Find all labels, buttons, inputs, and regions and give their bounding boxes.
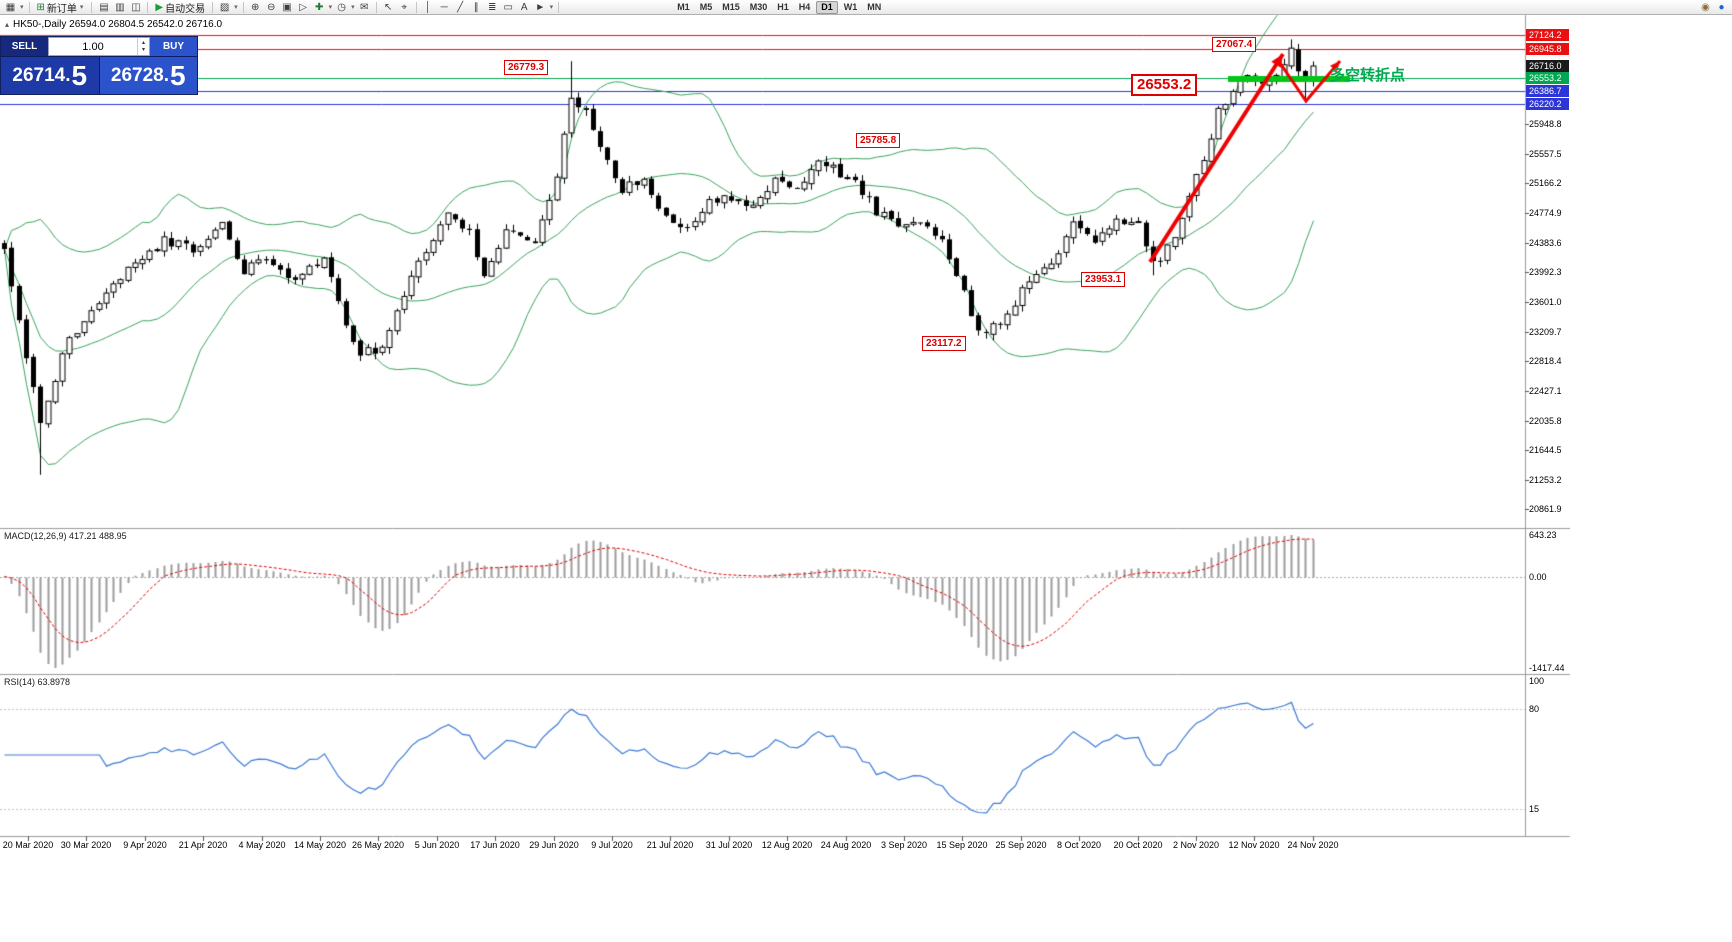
macd-label: MACD(12,26,9) 417.21 488.95 xyxy=(4,531,127,541)
toolbar-separator xyxy=(558,1,560,13)
fibonacci-icon[interactable]: ≣ xyxy=(485,1,500,14)
volume-control: ▴▾ xyxy=(48,37,150,56)
profiles-icon[interactable]: ▨ xyxy=(217,1,232,14)
toolbar: ▦ ▾ ⊞ 新订单 ▾ ▤ ▥ ◫ ▶ 自动交易 ▨ ▾ ⊕ ⊖ ▣ ▷ ✚ ▾ ◷ ▾ ✉ ↖ ⌖ │ ─ ╱ ∥ ≣ ▭ A ► ▾ M1 M… xyxy=(0,0,1732,15)
buy-price[interactable]: 26728. 5 xyxy=(99,57,197,94)
chart-ohlc-text: HK50-,Daily 26594.0 26804.5 26542.0 2671… xyxy=(13,19,223,30)
arrows-icon[interactable]: ► xyxy=(533,1,548,14)
trendline-icon-glyph: ╱ xyxy=(457,1,464,13)
chart-ohlc-header: ▴ HK50-,Daily 26594.0 26804.5 26542.0 26… xyxy=(5,19,222,30)
templates-icon[interactable]: ✉ xyxy=(357,1,372,14)
navigator-icon[interactable]: ◫ xyxy=(128,1,143,14)
timeframe-m30-button[interactable]: M30 xyxy=(749,2,768,12)
indicators-dropdown-icon[interactable]: ▾ xyxy=(328,4,333,11)
community-icon[interactable]: ● xyxy=(1718,1,1725,13)
toolbar-separator xyxy=(212,1,214,13)
new-order-glyph: ⊞ xyxy=(36,1,45,13)
toolbar-separator xyxy=(91,1,93,13)
buy-price-main: 26728. xyxy=(110,64,170,86)
cursor-icon[interactable]: ↖ xyxy=(381,1,396,14)
timeframe-d1-button[interactable]: D1 xyxy=(816,0,838,14)
fibonacci-icon-glyph: ≣ xyxy=(487,1,497,13)
auto-trading-glyph: ▶ xyxy=(155,1,164,13)
text-label-icon[interactable]: A xyxy=(517,1,532,14)
buy-button[interactable]: BUY xyxy=(150,37,197,56)
timeframe-m15-button[interactable]: M15 xyxy=(722,2,740,12)
zoom-in-icon-glyph: ⊕ xyxy=(250,1,260,13)
navigator-icon-glyph: ◫ xyxy=(131,1,141,13)
market-watch-icon[interactable]: ▤ xyxy=(96,1,111,14)
timeframe-h1-button[interactable]: H1 xyxy=(777,2,789,12)
market-watch-icon-glyph: ▤ xyxy=(99,1,109,13)
data-window-icon-glyph: ▥ xyxy=(115,1,125,13)
periods-dropdown-icon[interactable]: ▾ xyxy=(351,4,355,11)
sell-price-big-digit: 5 xyxy=(71,59,88,91)
indicators-icon-glyph: ✚ xyxy=(314,1,324,13)
chart-window-icon[interactable]: ▦ xyxy=(3,1,18,14)
auto-scroll-icon-glyph: ▷ xyxy=(299,1,307,13)
chart-window-icon-glyph: ▦ xyxy=(5,1,16,13)
sell-price[interactable]: 26714. 5 xyxy=(1,57,100,94)
toolbar-separator xyxy=(28,1,30,13)
timeframe-mn-button[interactable]: MN xyxy=(867,2,882,12)
window-dropdown-icon[interactable]: ▾ xyxy=(20,4,24,11)
new-order-button-label: 新订单 xyxy=(46,3,77,15)
zoom-out-icon[interactable]: ⊖ xyxy=(264,1,279,14)
timeframe-m1-button[interactable]: M1 xyxy=(677,2,690,12)
arrows-icon-glyph: ► xyxy=(535,1,546,13)
volume-spinner[interactable]: ▴ ▾ xyxy=(137,38,149,55)
templates-icon-glyph: ✉ xyxy=(359,1,369,13)
arrows-dropdown-icon[interactable]: ▾ xyxy=(549,4,554,11)
new-order-button[interactable]: ⊞ 新订单 ▾ xyxy=(34,1,88,15)
auto-trading-button[interactable]: ▶ 自动交易 xyxy=(152,1,208,15)
vertical-line-icon-glyph: │ xyxy=(425,1,432,13)
buy-price-big-digit: 5 xyxy=(170,59,186,91)
timeframe-toolbar: M1 M5 M15 M30 H1 H4 D1 W1 MN xyxy=(673,0,885,14)
equidistant-channel-icon-glyph: ∥ xyxy=(473,1,479,13)
horizontal-line-icon[interactable]: ─ xyxy=(437,1,452,14)
auto-scroll-icon[interactable]: ▷ xyxy=(296,1,311,14)
sell-button[interactable]: SELL xyxy=(1,37,48,56)
zoom-out-icon-glyph: ⊖ xyxy=(266,1,276,13)
zoom-in-icon[interactable]: ⊕ xyxy=(248,1,263,14)
spinner-up-icon[interactable]: ▴ xyxy=(141,39,145,46)
toolbar-separator xyxy=(242,1,244,13)
text-label-icon-glyph: A xyxy=(520,1,528,13)
rsi-panel-divider[interactable] xyxy=(0,672,1570,676)
periods-icon-glyph: ◷ xyxy=(337,1,347,13)
new-order-button-dropdown-icon[interactable]: ▾ xyxy=(79,4,84,11)
shapes-icon-glyph: ▭ xyxy=(503,1,513,13)
timeframe-h4-button[interactable]: H4 xyxy=(798,2,811,12)
shapes-icon[interactable]: ▭ xyxy=(501,1,516,14)
sell-price-main: 26714. xyxy=(12,64,71,86)
volume-input[interactable] xyxy=(49,38,137,55)
profiles-icon-glyph: ▨ xyxy=(219,1,230,13)
rsi-label: RSI(14) 63.8978 xyxy=(4,677,71,687)
equidistant-channel-icon[interactable]: ∥ xyxy=(469,1,484,14)
timeframe-m5-button[interactable]: M5 xyxy=(699,2,713,12)
profiles-dropdown-icon[interactable]: ▾ xyxy=(234,4,238,11)
toolbar-separator xyxy=(375,1,377,13)
tile-windows-icon[interactable]: ▣ xyxy=(280,1,295,14)
macd-panel-divider[interactable] xyxy=(0,526,1570,530)
toolbar-separator xyxy=(147,1,149,13)
spinner-down-icon[interactable]: ▾ xyxy=(141,46,145,53)
indicators-icon[interactable]: ✚ xyxy=(312,1,327,14)
collapse-panel-icon[interactable]: ▴ xyxy=(5,20,10,29)
alerts-icon[interactable]: ◉ xyxy=(1701,1,1710,13)
crosshair-icon-glyph: ⌖ xyxy=(401,1,407,13)
timeframe-w1-button[interactable]: W1 xyxy=(843,2,858,12)
crosshair-icon[interactable]: ⌖ xyxy=(397,1,412,14)
trendline-icon[interactable]: ╱ xyxy=(453,1,468,14)
toolbar-separator xyxy=(415,1,417,13)
one-click-trading-panel: SELL ▴▾ BUY 26714.5 26728.5 xyxy=(0,36,198,95)
vertical-line-icon[interactable]: │ xyxy=(421,1,436,14)
periods-icon[interactable]: ◷ xyxy=(334,1,349,14)
auto-trading-button-label: 自动交易 xyxy=(165,3,206,15)
cursor-icon-glyph: ↖ xyxy=(383,1,393,13)
tile-windows-icon-glyph: ▣ xyxy=(282,1,292,13)
horizontal-line-icon-glyph: ─ xyxy=(440,1,448,13)
data-window-icon[interactable]: ▥ xyxy=(112,1,127,14)
